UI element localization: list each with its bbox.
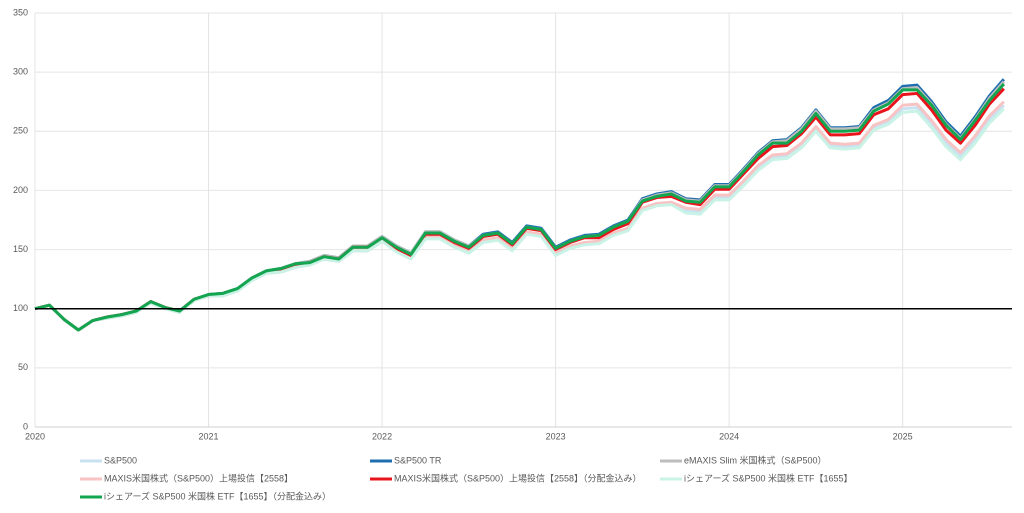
y-tick-label: 250 bbox=[13, 126, 28, 136]
x-tick-label: 2022 bbox=[372, 431, 392, 441]
legend-label: iシェアーズ S&P500 米国株 ETF【1655】 bbox=[684, 472, 853, 483]
legend-label: iシェアーズ S&P500 米国株 ETF【1655】（分配金込み） bbox=[104, 490, 331, 501]
x-tick-label: 2020 bbox=[25, 431, 45, 441]
legend-label: S&P500 bbox=[104, 455, 137, 465]
legend-label: eMAXIS Slim 米国株式（S&P500） bbox=[684, 454, 827, 465]
x-tick-label: 2021 bbox=[199, 431, 219, 441]
legend-label: MAXIS米国株式（S&P500）上場投信【2558】 bbox=[104, 472, 293, 483]
x-tick-label: 2024 bbox=[719, 431, 739, 441]
y-tick-label: 150 bbox=[13, 244, 28, 254]
y-tick-label: 350 bbox=[13, 7, 28, 17]
y-tick-label: 300 bbox=[13, 67, 28, 77]
series-line bbox=[34, 82, 1005, 332]
x-tick-label: 2023 bbox=[546, 431, 566, 441]
legend-label: MAXIS米国株式（S&P500）上場投信【2558】（分配金込み） bbox=[394, 472, 642, 483]
legend-label: S&P500 TR bbox=[394, 455, 442, 465]
y-tick-label: 0 bbox=[23, 421, 28, 431]
x-tick-label: 2025 bbox=[893, 431, 913, 441]
y-tick-label: 200 bbox=[13, 185, 28, 195]
y-tick-label: 100 bbox=[13, 303, 28, 313]
y-tick-label: 50 bbox=[18, 362, 28, 372]
